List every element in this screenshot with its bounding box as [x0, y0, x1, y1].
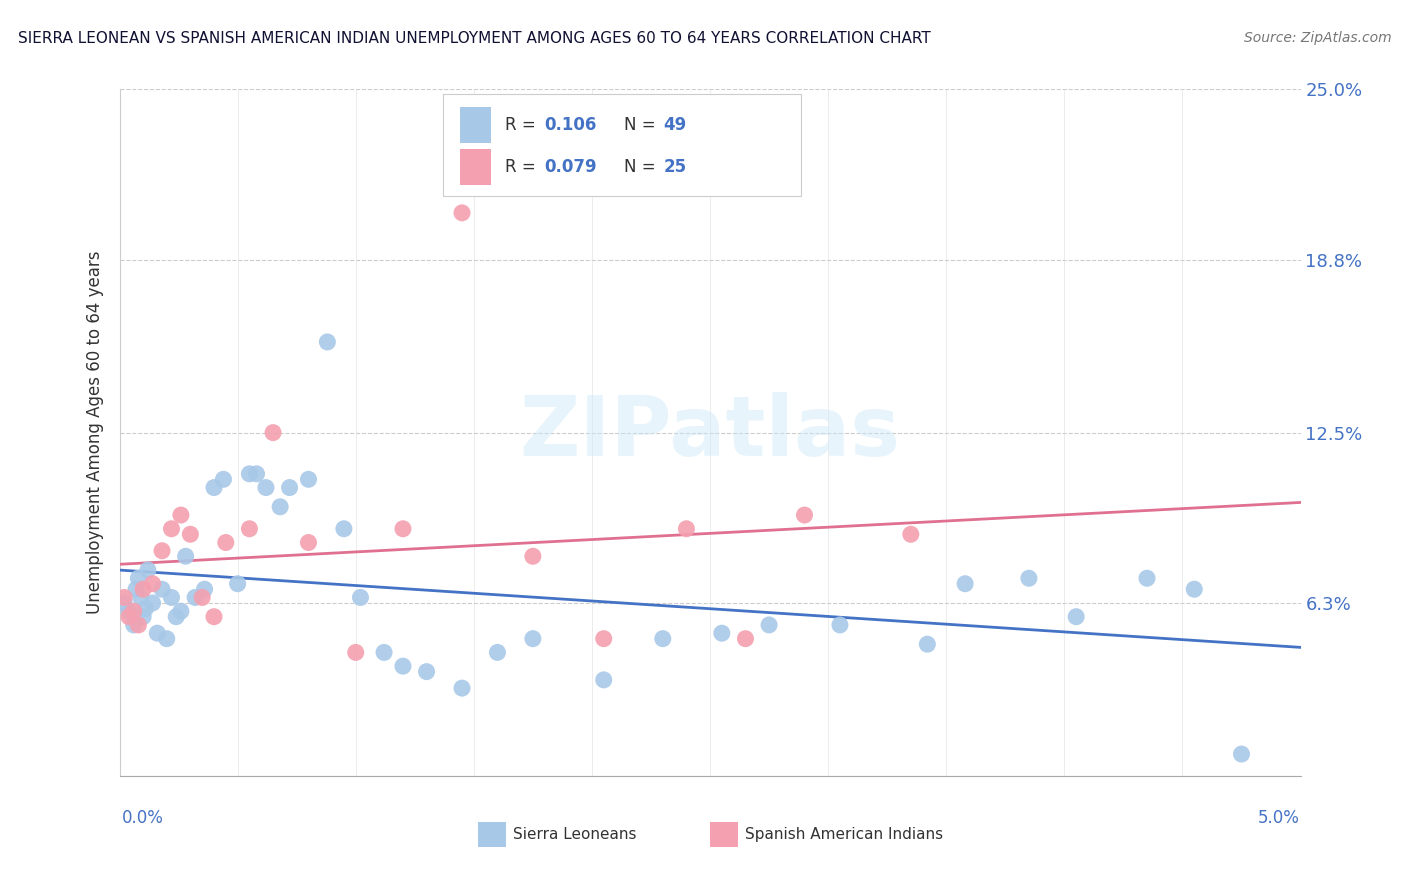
Point [392, 659, 415, 673]
Point [245, 467, 267, 481]
Text: R =: R = [505, 116, 541, 134]
Point [215, 535, 238, 549]
Point [129, 591, 152, 605]
Point [953, 576, 976, 591]
Point [212, 472, 235, 486]
Point [136, 563, 159, 577]
Point [134, 601, 156, 615]
Point [278, 481, 301, 495]
Point [112, 596, 135, 610]
Point [262, 425, 284, 440]
Text: 49: 49 [664, 116, 688, 134]
Point [793, 508, 815, 522]
Point [142, 576, 165, 591]
Point [592, 632, 614, 646]
Point [522, 632, 544, 646]
Point [675, 522, 697, 536]
Point [125, 582, 148, 597]
Point [254, 481, 277, 495]
Text: N =: N = [624, 116, 661, 134]
Text: SIERRA LEONEAN VS SPANISH AMERICAN INDIAN UNEMPLOYMENT AMONG AGES 60 TO 64 YEARS: SIERRA LEONEAN VS SPANISH AMERICAN INDIA… [18, 31, 931, 46]
Point [156, 632, 179, 646]
Text: Sierra Leoneans: Sierra Leoneans [513, 827, 637, 841]
Point [522, 549, 544, 564]
Point [451, 681, 474, 695]
Point [127, 618, 149, 632]
Point [202, 481, 225, 495]
Point [170, 508, 193, 522]
Point [451, 206, 474, 220]
Point [651, 632, 673, 646]
Point [344, 645, 367, 659]
Point [415, 665, 437, 679]
Point [202, 609, 225, 624]
Text: R =: R = [505, 158, 541, 176]
Text: 0.079: 0.079 [544, 158, 596, 176]
Point [191, 591, 214, 605]
Point [758, 618, 780, 632]
Point [900, 527, 922, 541]
Point [297, 472, 319, 486]
Point [184, 591, 207, 605]
Point [112, 591, 135, 605]
Point [238, 467, 260, 481]
Point [150, 582, 173, 597]
Point [1064, 609, 1087, 624]
Point [165, 609, 187, 624]
Point [160, 591, 183, 605]
Point [297, 535, 319, 549]
Text: ZIPatlas: ZIPatlas [520, 392, 900, 473]
Text: N =: N = [624, 158, 661, 176]
Point [1182, 582, 1205, 597]
Point [127, 571, 149, 585]
Text: 5.0%: 5.0% [1257, 809, 1299, 827]
Y-axis label: Unemployment Among Ages 60 to 64 years: Unemployment Among Ages 60 to 64 years [86, 251, 104, 615]
Point [828, 618, 851, 632]
Point [132, 582, 155, 597]
Point [238, 522, 260, 536]
Point [592, 673, 614, 687]
Point [269, 500, 291, 514]
Point [486, 645, 509, 659]
Point [122, 604, 145, 618]
Point [734, 632, 756, 646]
Point [316, 334, 339, 349]
Point [160, 522, 183, 536]
Text: 0.106: 0.106 [544, 116, 596, 134]
Text: Spanish American Indians: Spanish American Indians [745, 827, 943, 841]
Point [122, 618, 145, 632]
Text: 25: 25 [664, 158, 686, 176]
Point [132, 609, 155, 624]
Point [373, 645, 395, 659]
Point [917, 637, 939, 651]
Point [146, 626, 169, 640]
Text: 0.0%: 0.0% [122, 809, 165, 827]
Point [193, 582, 215, 597]
Point [179, 527, 201, 541]
Point [118, 604, 141, 618]
Text: Source: ZipAtlas.com: Source: ZipAtlas.com [1244, 31, 1392, 45]
Point [1230, 747, 1253, 761]
Point [174, 549, 197, 564]
Point [150, 543, 173, 558]
Point [118, 609, 141, 624]
Point [349, 591, 371, 605]
Point [170, 604, 193, 618]
Point [710, 626, 733, 640]
Point [392, 522, 415, 536]
Point [226, 576, 249, 591]
Point [142, 596, 165, 610]
Point [1136, 571, 1159, 585]
Point [1018, 571, 1040, 585]
Point [333, 522, 356, 536]
